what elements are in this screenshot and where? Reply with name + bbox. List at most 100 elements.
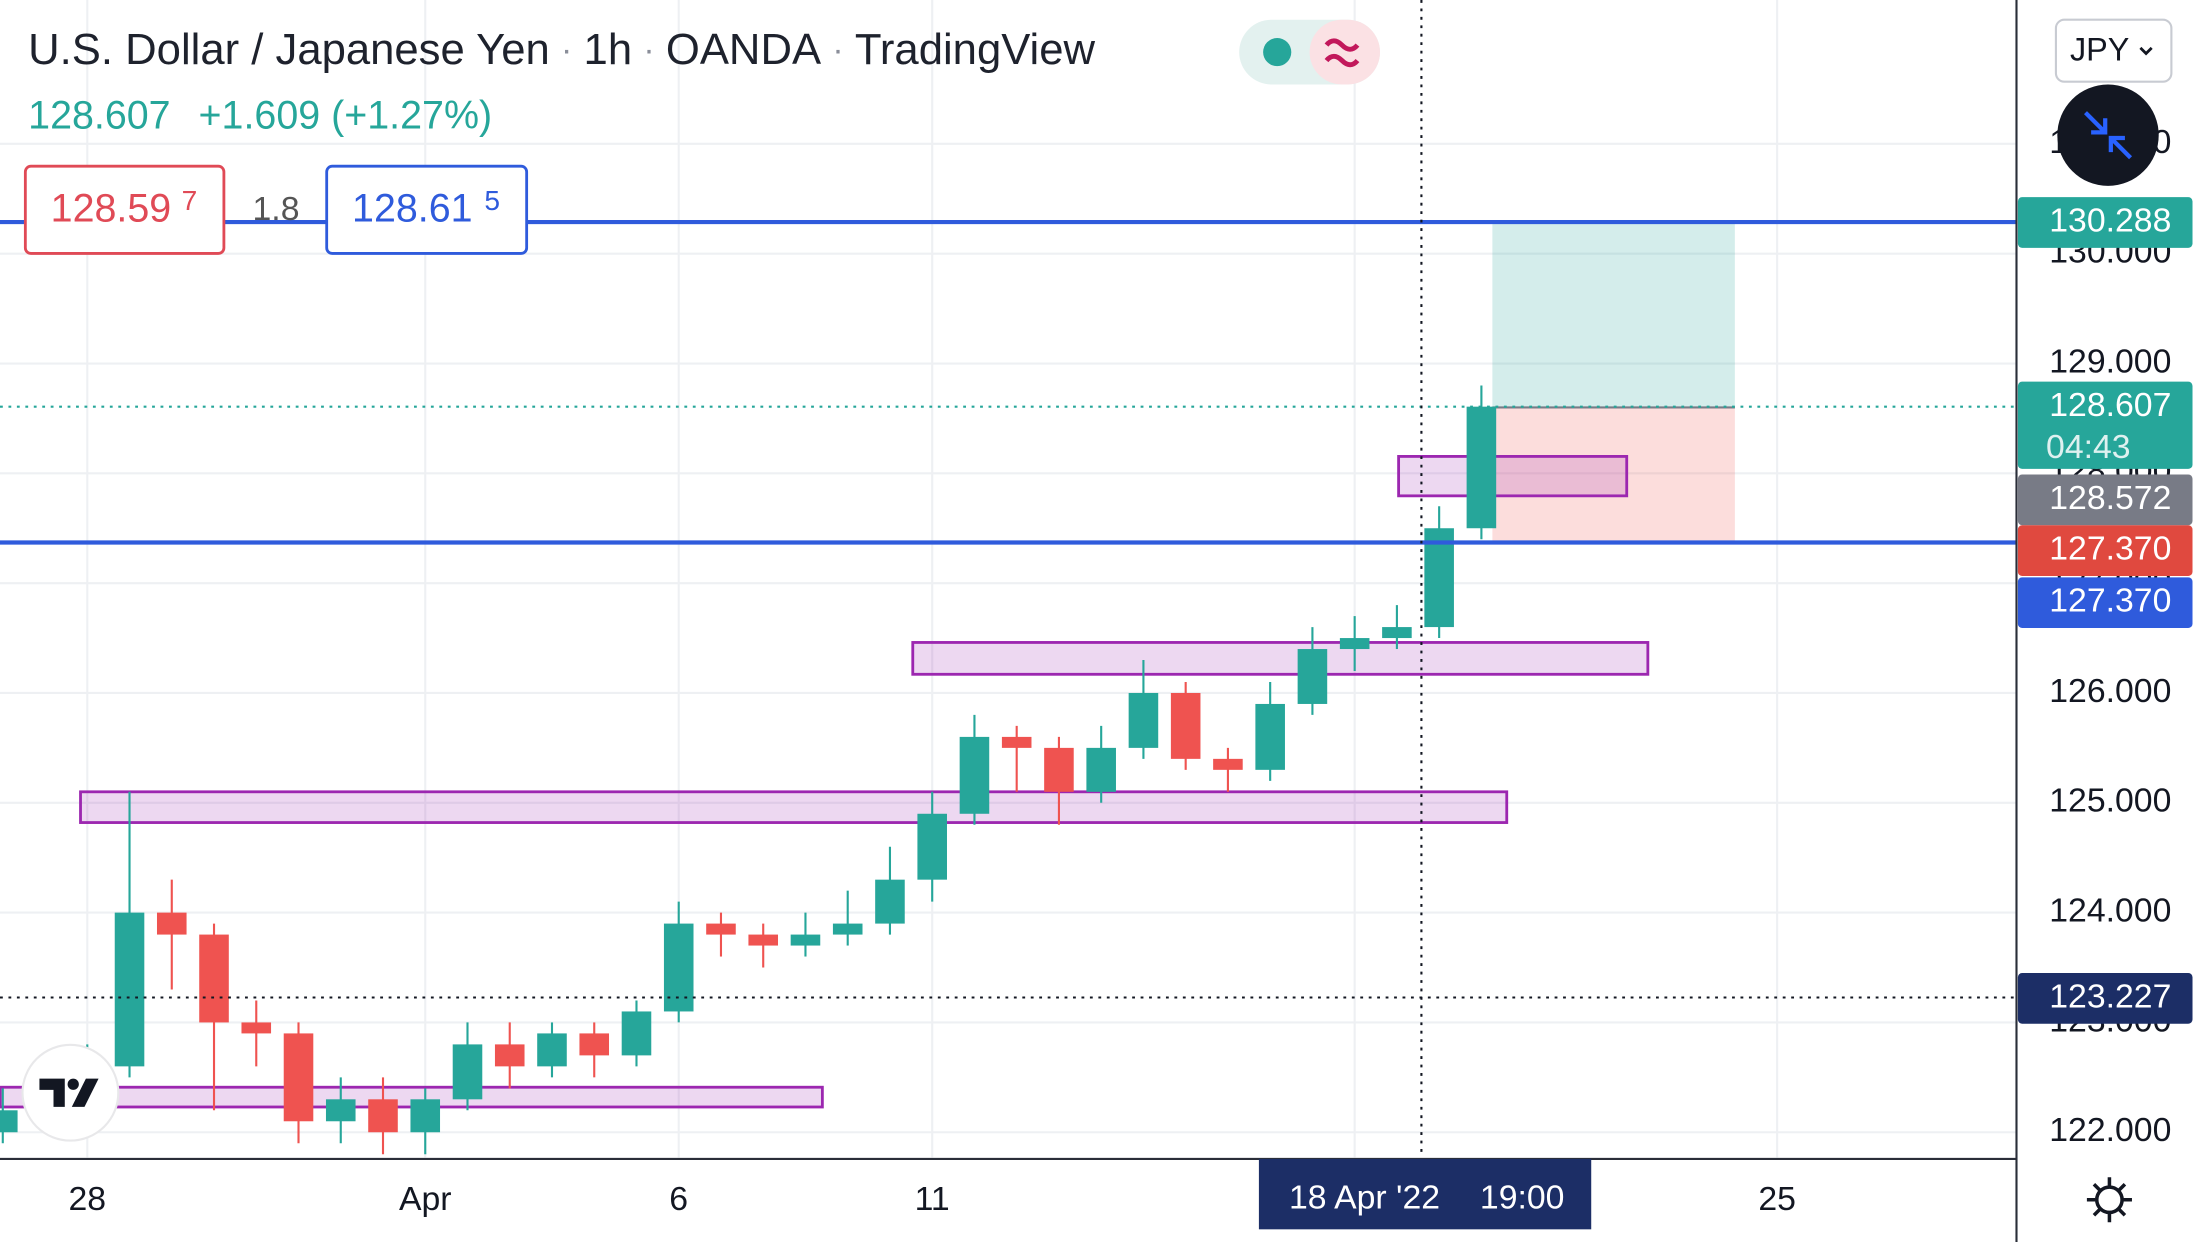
price-badge [2017, 474, 2193, 526]
candle-body [1466, 406, 1497, 529]
candle-body [959, 736, 990, 814]
candle-body [875, 879, 905, 924]
exit-fullscreen-button[interactable] [2057, 84, 2159, 186]
sell-price: 128.59 [51, 187, 172, 231]
buy-pip: 5 [484, 185, 500, 216]
x-tick-label: Apr [399, 1180, 452, 1218]
zone [1397, 455, 1629, 498]
x-tick-label: 11 [915, 1180, 950, 1218]
candle-body [1128, 692, 1159, 748]
zone [911, 641, 1650, 676]
candle-body [283, 1033, 314, 1122]
spread: 1.8 [253, 190, 300, 228]
title-part: 1h [584, 25, 633, 74]
price-badge [2017, 197, 2193, 248]
price-badge-text: 128.572 [2049, 479, 2171, 517]
price-badge-text: 127.370 [2049, 530, 2171, 568]
title-part: TradingView [855, 25, 1096, 74]
x-tick-label: 28 [68, 1180, 106, 1218]
candle-body [537, 1033, 567, 1067]
candle-body [325, 1099, 356, 1122]
settings-icon-teeth [2086, 1177, 2132, 1223]
price-badge [2017, 381, 2193, 469]
stop-zone [1492, 407, 1735, 543]
candle-body [114, 912, 145, 1067]
price-badge [2017, 525, 2193, 576]
candle-body [1339, 638, 1370, 650]
x-tick-label: 25 [1758, 1180, 1796, 1218]
delay-icon [1324, 38, 1360, 68]
candle-body [199, 934, 229, 1023]
candle-body [706, 923, 736, 935]
logo-dot [67, 1078, 79, 1090]
y-tick-label: 124.000 [2049, 892, 2171, 930]
price-change: +1.609 (+1.27%) [199, 94, 493, 138]
candle-body [917, 813, 947, 880]
price-badge-countdown: 04:43 [2046, 428, 2131, 466]
candle-body [832, 923, 863, 935]
drawings [0, 222, 1735, 1109]
candles [0, 385, 1497, 1155]
candle-body [494, 1044, 525, 1067]
candle-body [368, 1099, 398, 1133]
last-price: 128.607 [28, 94, 170, 138]
y-tick-label: 129.000 [2049, 342, 2171, 380]
candle-body [579, 1033, 610, 1056]
candle-body [0, 1110, 18, 1133]
candle-body [1297, 649, 1328, 704]
y-tick-label: 122.000 [2049, 1111, 2171, 1149]
price-badge-text: 123.227 [2049, 977, 2171, 1015]
sell-pip: 7 [182, 185, 198, 216]
price-badge-text: 130.288 [2049, 201, 2171, 239]
price-badges: 130.288 128.607 04:43 128.572 127.370 127.370… [2017, 197, 2193, 1024]
title-separator: · [832, 31, 843, 69]
crosshair-time-badge [1258, 1158, 1592, 1230]
candle-body [410, 1099, 441, 1133]
candle-body [1382, 627, 1412, 639]
candle-body [1044, 747, 1074, 792]
crosshair-time: 19:00 [1480, 1179, 1565, 1217]
sell-button[interactable] [23, 164, 226, 255]
currency-button[interactable] [2054, 18, 2173, 83]
candle-body [1255, 703, 1285, 770]
status-pill-right [1309, 19, 1380, 85]
title-part: OANDA [666, 25, 822, 74]
title-separator: · [643, 31, 654, 69]
candle-body [1424, 528, 1454, 628]
title-part: U.S. Dollar / Japanese Yen [28, 25, 550, 74]
dropdown-arrow [2139, 46, 2153, 56]
candle-body [156, 912, 187, 935]
x-tick-label: 6 [669, 1180, 688, 1218]
candle-body [748, 934, 779, 946]
title-separator: · [561, 31, 572, 69]
settings-icon[interactable] [2094, 1185, 2124, 1215]
candle-body [790, 934, 821, 946]
candle-body [452, 1044, 483, 1100]
price-badge-text: 128.607 [2049, 386, 2171, 424]
y-tick-label: 126.000 [2049, 672, 2171, 710]
crosshair-date: 18 Apr '22 [1289, 1179, 1440, 1217]
symbol-title: U.S. Dollar / Japanese Yen · 1h · OANDA · Trad… [28, 25, 1095, 74]
market-open-dot [1263, 38, 1292, 67]
y-tick-label: 125.000 [2049, 782, 2171, 820]
candle-body [1086, 747, 1116, 792]
candle-body [1001, 736, 1032, 748]
candle-body [241, 1022, 272, 1034]
exit-fullscreen-icon [2083, 111, 2133, 160]
price-badge [2017, 577, 2193, 629]
buy-button[interactable] [325, 164, 529, 255]
logo-button[interactable] [21, 1043, 120, 1142]
zone [79, 790, 1509, 824]
price-badge-text: 127.370 [2049, 582, 2171, 620]
candle-body [1170, 692, 1201, 759]
price-badge [2017, 973, 2193, 1024]
logo [39, 1078, 99, 1107]
candle-body [621, 1011, 652, 1056]
target-zone [1492, 222, 1735, 408]
ui: U.S. Dollar / Japanese Yen · 1h · OANDA · Trad… [21, 18, 2193, 1230]
candle-body [1213, 758, 1243, 770]
buy-price: 128.61 [352, 187, 473, 231]
